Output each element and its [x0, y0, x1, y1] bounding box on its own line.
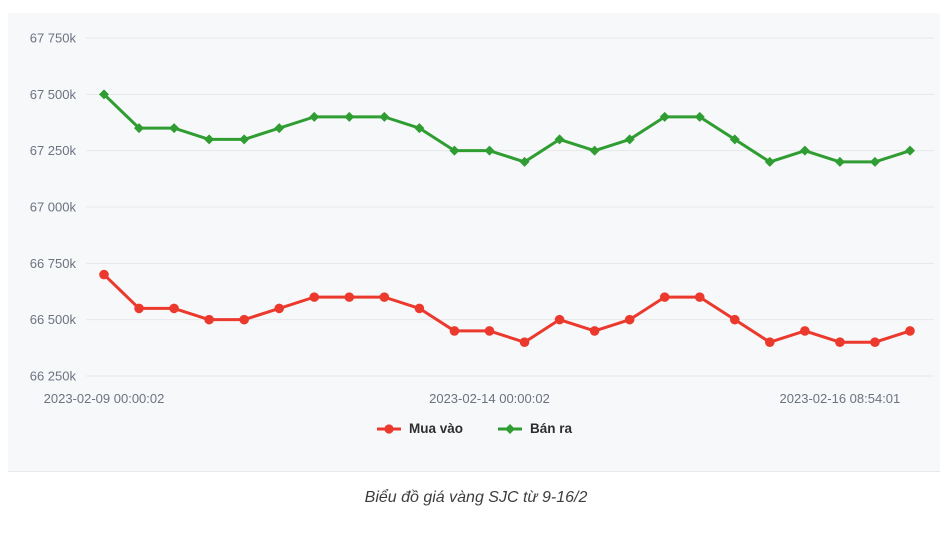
sell-data-point [905, 145, 915, 156]
buy-data-point [414, 303, 425, 314]
legend-label-ban-ra: Bán ra [529, 421, 573, 436]
sell-data-point [309, 111, 320, 122]
buy-series-marker-icon [376, 423, 401, 434]
y-axis-tick-label: 67 250k [30, 143, 77, 158]
sell-data-point [694, 111, 705, 122]
buy-data-point [379, 292, 390, 302]
sell-data-point [624, 134, 635, 145]
chart-legend: Mua vào Bán ra [8, 421, 940, 436]
sell-data-point [589, 145, 600, 156]
buy-data-point [449, 326, 460, 336]
x-axis-tick-label: 2023-02-09 00:00:02 [44, 391, 165, 406]
buy-data-point [765, 337, 775, 348]
sell-data-point [379, 111, 390, 122]
buy-series-line [102, 273, 912, 344]
sell-data-point [869, 156, 880, 167]
sell-data-point [799, 145, 810, 156]
sell-data-point [554, 134, 565, 145]
buy-data-point [519, 337, 530, 348]
gold-price-chart-card: 67 750k 67 500k 67 250k 67 000k 66 750k 66 50… [8, 13, 940, 472]
x-axis-tick-label: 2023-02-16 08:54:01 [780, 391, 901, 406]
sell-data-point [344, 111, 355, 122]
sell-data-point [134, 123, 145, 134]
sell-series-line [102, 92, 912, 164]
sell-data-point [274, 123, 285, 134]
y-axis-tick-label: 66 500k [30, 312, 77, 327]
sell-data-point [169, 123, 180, 134]
buy-data-point [204, 314, 214, 325]
sell-data-point [659, 111, 670, 122]
y-axis-tick-label: 67 000k [30, 200, 77, 215]
buy-data-point [624, 314, 635, 325]
sell-data-point [239, 134, 250, 145]
buy-data-point [309, 292, 320, 302]
buy-data-point [835, 337, 845, 348]
x-axis-tick-label: 2023-02-14 00:00:02 [429, 391, 550, 406]
sell-series-marker-icon [497, 423, 522, 434]
gold-price-line-chart: 67 750k 67 500k 67 250k 67 000k 66 750k 66 50… [30, 31, 934, 406]
y-axis-tick-label: 67 750k [30, 31, 77, 46]
buy-data-point [169, 303, 179, 314]
y-axis-tick-label: 67 500k [30, 87, 77, 102]
legend-item-ban-ra[interactable]: Bán ra [497, 421, 572, 436]
legend-item-mua-vao[interactable]: Mua vào [376, 421, 463, 436]
sell-data-point [204, 134, 215, 145]
sell-data-point [99, 89, 109, 100]
legend-label-mua-vao: Mua vào [408, 421, 463, 436]
buy-data-point [554, 314, 565, 325]
buy-data-point [589, 326, 600, 336]
buy-data-point [694, 292, 705, 302]
sell-data-point [414, 123, 425, 134]
sell-data-point [764, 156, 775, 167]
y-axis-tick-label: 66 250k [30, 369, 77, 384]
buy-data-point [870, 337, 880, 348]
buy-data-point [800, 326, 810, 336]
y-axis-tick-label: 66 750k [30, 256, 77, 271]
sell-data-point [484, 145, 495, 156]
sell-data-point [519, 156, 530, 167]
buy-data-point [905, 326, 915, 336]
buy-data-point [239, 314, 249, 325]
buy-data-point [659, 292, 670, 302]
chart-caption: Biểu đồ giá vàng SJC từ 9-16/2 [364, 489, 588, 506]
sell-data-point [834, 156, 845, 167]
buy-data-point [134, 303, 144, 314]
buy-data-point [274, 303, 285, 314]
sell-data-point [449, 145, 460, 156]
sell-data-point [729, 134, 740, 145]
buy-data-point [99, 269, 109, 280]
buy-data-point [484, 326, 495, 336]
buy-data-point [344, 292, 355, 302]
buy-data-point [729, 314, 740, 325]
